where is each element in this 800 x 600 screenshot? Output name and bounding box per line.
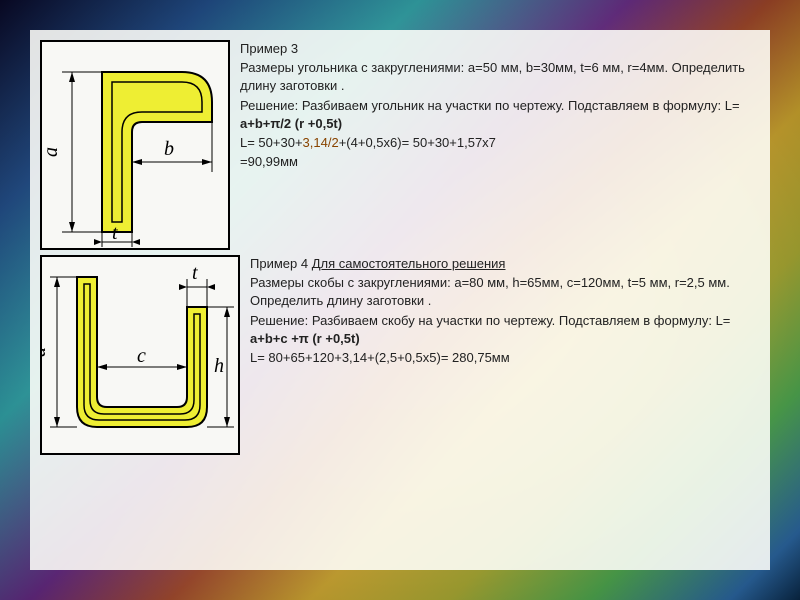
ex4-sol-text: Решение: Разбиваем скобу на участки по ч… bbox=[250, 313, 730, 328]
diagram-u-bracket: a c h t bbox=[40, 255, 240, 455]
ex4-title-u: Для самостоятельного решения bbox=[312, 256, 506, 271]
dim-label-t: t bbox=[112, 222, 118, 244]
ex3-sol-text: Решение: Разбиваем угольник на участки п… bbox=[240, 98, 740, 113]
dim-label-b: b bbox=[164, 138, 174, 160]
dim-label-a: a bbox=[42, 147, 62, 157]
ex3-title: Пример 3 bbox=[240, 40, 760, 58]
diagram-angle-bracket: a b t bbox=[40, 40, 230, 250]
ex4-title: Пример 4 bbox=[250, 256, 312, 271]
dim-label-c: c bbox=[137, 345, 146, 367]
dim-label-h: h bbox=[214, 355, 224, 377]
ex4-calc: L= 80+65+120+3,14+(2,5+0,5x5)= 280,75мм bbox=[250, 349, 760, 367]
example-3-row: a b t Пример 3 Размеры угольника с закру… bbox=[40, 40, 760, 250]
ex4-given: Размеры скобы с закруглениями: a=80 мм, … bbox=[250, 274, 760, 310]
dim-label-t2: t bbox=[192, 262, 198, 284]
ex3-calc2: +(4+0,5x6)= 50+30+1,57x7 bbox=[339, 135, 496, 150]
example-3-text: Пример 3 Размеры угольника с закругления… bbox=[240, 40, 760, 172]
ex3-given: Размеры угольника с закруглениями: a=50 … bbox=[240, 59, 760, 95]
ex4-title-line: Пример 4 Для самостоятельного решения bbox=[250, 255, 760, 273]
example-4-text: Пример 4 Для самостоятельного решения Ра… bbox=[250, 255, 760, 368]
example-4-row: a c h t bbox=[40, 255, 760, 455]
ex3-calc: L= 50+30+3,14/2+(4+0,5x6)= 50+30+1,57x7 bbox=[240, 134, 760, 152]
ex4-formula: a+b+c +π (r +0,5t) bbox=[250, 331, 360, 346]
ex3-frac: 3,14/2 bbox=[303, 135, 339, 150]
ex3-solution-intro: Решение: Разбиваем угольник на участки п… bbox=[240, 97, 760, 133]
content-panel: a b t Пример 3 Размеры угольника с закру… bbox=[30, 30, 770, 570]
dim-label-a2: a bbox=[42, 347, 50, 357]
ex3-calc1: L= 50+30+ bbox=[240, 135, 303, 150]
ex3-result: =90,99мм bbox=[240, 153, 760, 171]
ex3-formula: a+b+π/2 (r +0,5t) bbox=[240, 116, 342, 131]
ex4-solution-intro: Решение: Разбиваем скобу на участки по ч… bbox=[250, 312, 760, 348]
